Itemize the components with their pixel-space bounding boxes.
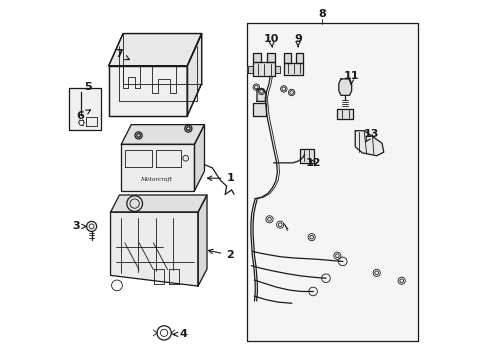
Text: 4: 4 xyxy=(173,329,187,339)
Polygon shape xyxy=(110,195,206,212)
Text: 3: 3 xyxy=(72,221,86,231)
Text: 1: 1 xyxy=(207,173,234,183)
Polygon shape xyxy=(69,88,101,130)
Polygon shape xyxy=(252,103,265,116)
Polygon shape xyxy=(354,131,383,156)
Text: 5: 5 xyxy=(84,82,92,92)
Polygon shape xyxy=(121,144,194,191)
Text: 12: 12 xyxy=(305,158,321,168)
Text: 10: 10 xyxy=(263,34,279,47)
Text: 7: 7 xyxy=(115,49,129,60)
Polygon shape xyxy=(194,125,204,191)
Polygon shape xyxy=(110,212,198,286)
Polygon shape xyxy=(187,33,201,116)
Polygon shape xyxy=(283,63,303,75)
Polygon shape xyxy=(246,23,418,342)
Polygon shape xyxy=(274,66,280,73)
Polygon shape xyxy=(121,125,204,144)
Polygon shape xyxy=(283,53,291,63)
Polygon shape xyxy=(295,53,303,63)
Text: 2: 2 xyxy=(208,249,234,260)
Polygon shape xyxy=(253,53,261,63)
Polygon shape xyxy=(253,63,274,76)
Text: Motorcraft: Motorcraft xyxy=(140,177,172,181)
Text: 6: 6 xyxy=(76,110,90,121)
Text: 8: 8 xyxy=(318,9,325,19)
Polygon shape xyxy=(267,53,274,63)
Polygon shape xyxy=(257,89,265,102)
Polygon shape xyxy=(198,195,206,286)
Text: 9: 9 xyxy=(294,34,302,47)
Polygon shape xyxy=(108,66,187,116)
Polygon shape xyxy=(247,66,253,73)
Polygon shape xyxy=(108,33,201,66)
Text: 11: 11 xyxy=(343,71,359,85)
Polygon shape xyxy=(299,149,313,163)
Polygon shape xyxy=(337,109,352,119)
Text: 13: 13 xyxy=(363,129,378,142)
Polygon shape xyxy=(338,79,351,95)
